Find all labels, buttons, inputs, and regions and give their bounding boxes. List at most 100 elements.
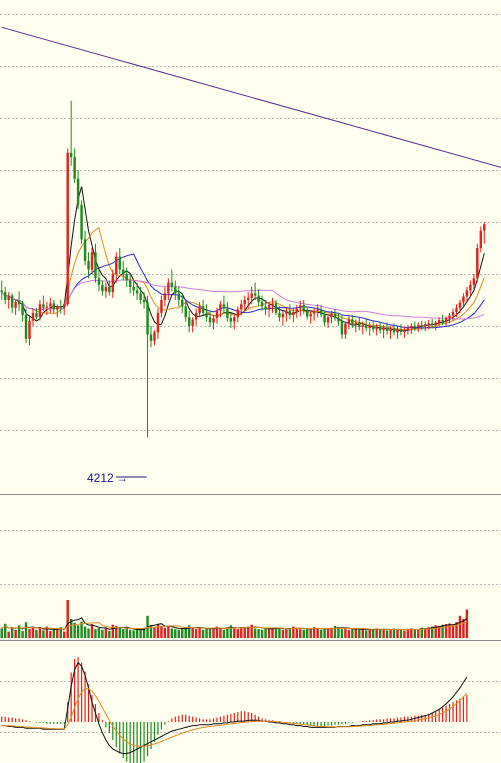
candle xyxy=(49,297,52,313)
volume-bar xyxy=(132,630,135,638)
candle xyxy=(410,323,413,334)
candle xyxy=(361,321,364,335)
volume-bar xyxy=(292,626,295,638)
candle xyxy=(240,299,243,316)
candle xyxy=(462,293,465,308)
volume-bar xyxy=(139,629,142,638)
candle xyxy=(31,308,35,326)
candle-body xyxy=(295,308,299,313)
candle-body xyxy=(42,304,45,308)
candle-body xyxy=(299,305,302,309)
volume-bar xyxy=(184,627,187,638)
candle xyxy=(444,316,448,326)
candle-body xyxy=(462,296,465,303)
candle-body xyxy=(316,309,319,311)
candle xyxy=(52,299,56,313)
candle-body xyxy=(448,315,451,319)
volume-bar xyxy=(191,627,194,638)
volume-bar xyxy=(170,628,174,638)
candle xyxy=(351,315,354,329)
candle xyxy=(97,269,101,292)
volume-bar xyxy=(323,629,326,638)
volume-bar xyxy=(444,624,448,638)
candle xyxy=(465,286,469,301)
volume-bar xyxy=(441,624,444,638)
candle-body xyxy=(288,310,292,316)
volume-bar xyxy=(35,629,38,638)
candle xyxy=(111,269,115,298)
candle-body xyxy=(97,278,101,285)
candle-body xyxy=(226,308,229,319)
candle xyxy=(274,299,278,316)
volume-bar xyxy=(458,615,462,638)
volume-bar xyxy=(451,625,455,638)
candle xyxy=(222,295,226,313)
candle-body xyxy=(375,326,378,330)
candle xyxy=(302,299,305,314)
candle-body xyxy=(28,320,31,339)
volume-bar xyxy=(160,625,163,638)
candle-body xyxy=(139,293,142,300)
candle-body xyxy=(306,310,309,317)
candle-body xyxy=(267,305,271,310)
volume-bar xyxy=(344,628,347,638)
volume-bar xyxy=(312,627,316,638)
candle xyxy=(354,319,358,333)
candle xyxy=(156,308,160,339)
candle xyxy=(483,222,486,244)
candle xyxy=(358,317,361,331)
candle xyxy=(153,330,156,346)
volume-bar xyxy=(17,625,21,638)
candle-body xyxy=(354,322,358,326)
candle xyxy=(330,310,333,324)
candle-body xyxy=(326,317,330,323)
volume-bar xyxy=(69,619,73,638)
candle-body xyxy=(278,312,281,318)
candle-body xyxy=(274,303,278,313)
candle-body xyxy=(243,299,246,305)
candle xyxy=(267,302,271,318)
candle-body xyxy=(122,269,125,274)
volume-bar xyxy=(118,627,121,638)
candle-body xyxy=(156,312,160,333)
candle xyxy=(344,321,347,339)
candle xyxy=(233,315,236,330)
candle xyxy=(243,295,246,311)
volume-panel xyxy=(0,600,469,638)
candle xyxy=(312,307,316,321)
low-price-arrow: → xyxy=(116,471,128,485)
volume-bar xyxy=(222,629,226,638)
candle-body xyxy=(167,282,170,294)
candle-body xyxy=(347,319,351,324)
volume-bar xyxy=(94,629,97,638)
volume-bar xyxy=(382,629,385,638)
volume-bar xyxy=(111,624,115,638)
candle xyxy=(215,307,219,324)
volume-bar xyxy=(194,629,198,638)
candle xyxy=(437,317,441,328)
volume-bar xyxy=(274,627,278,638)
candle-body xyxy=(410,325,413,329)
candle-body xyxy=(56,306,59,310)
candle xyxy=(264,299,267,316)
candle xyxy=(135,282,139,300)
candle-body xyxy=(281,313,285,318)
volume-bar xyxy=(104,628,108,638)
candle-body xyxy=(361,325,364,327)
candle-body xyxy=(69,152,73,158)
volume-bar xyxy=(233,627,236,638)
candle xyxy=(170,269,174,292)
annotation-layer: 4212 → xyxy=(87,471,147,485)
volume-bar xyxy=(378,629,382,638)
candle-body xyxy=(208,317,212,323)
candle xyxy=(385,322,389,335)
candle xyxy=(441,314,444,326)
candle xyxy=(10,293,14,313)
candle-body xyxy=(392,328,396,333)
candle xyxy=(184,299,187,322)
volume-bar xyxy=(253,628,257,638)
candle-body xyxy=(222,304,226,309)
candle-body xyxy=(24,315,28,339)
candle xyxy=(226,302,229,322)
